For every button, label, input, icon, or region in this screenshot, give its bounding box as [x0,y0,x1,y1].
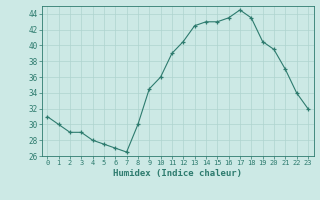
X-axis label: Humidex (Indice chaleur): Humidex (Indice chaleur) [113,169,242,178]
